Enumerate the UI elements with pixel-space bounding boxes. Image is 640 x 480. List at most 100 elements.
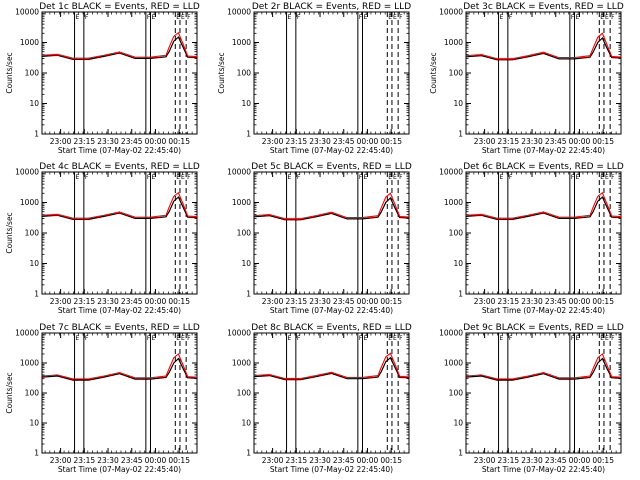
x-tick-label: 00:00 — [569, 297, 591, 306]
detector-panel-4: Det 4c BLACK = Events, RED = LLD 1 10 100 10… — [5, 162, 200, 315]
plot-frame — [253, 171, 410, 295]
x-tick-label: 23:00 — [474, 137, 496, 146]
y-tick-label: 1000 — [232, 38, 251, 47]
y-axis-label: Counts/sec — [5, 372, 14, 413]
x-tick-label: 00:00 — [145, 456, 167, 465]
detector-panel-2: Det 2r BLACK = Events, RED = LLD 1 10 100 10… — [217, 2, 411, 155]
y-tick-label: 100 — [25, 229, 40, 238]
x-tick-label: 23:45 — [333, 456, 355, 465]
x-tick-label: 23:00 — [262, 297, 284, 306]
events-series-line — [41, 357, 198, 381]
y-tick-label: 1000 — [232, 198, 251, 207]
plot-frame — [465, 332, 622, 454]
y-tick-label: 10000 — [439, 329, 463, 338]
plot-frame — [41, 171, 198, 295]
marker-flag: E — [181, 335, 185, 342]
marker-flag: E — [388, 14, 392, 21]
y-tick-label: 1 — [458, 449, 463, 458]
marker-flag: E — [364, 174, 368, 181]
y-axis-label: Counts/sec — [217, 52, 226, 93]
lld-series-line — [465, 353, 622, 380]
events-series-line — [465, 36, 622, 61]
marker-flag: E — [288, 14, 292, 21]
y-tick-label: 10 — [241, 419, 251, 428]
x-tick-label: 23:15 — [74, 297, 96, 306]
y-tick-label: 1000 — [444, 359, 463, 368]
marker-flag: E — [500, 174, 504, 181]
lld-series-line — [253, 352, 410, 380]
y-tick-label: 100 — [237, 229, 252, 238]
marker-flag: F — [85, 14, 89, 21]
marker-flag: E — [605, 174, 609, 181]
marker-flag: F — [85, 335, 89, 342]
events-series-line — [465, 357, 622, 381]
marker-flag: F — [399, 174, 403, 181]
y-tick-label: 10 — [453, 419, 463, 428]
marker-flag: E — [152, 174, 156, 181]
x-tick-label: 23:00 — [474, 456, 496, 465]
x-tick-label: 00:15 — [592, 297, 614, 306]
x-axis-label: Start Time (07-May-02 22:45:40) — [482, 306, 605, 315]
x-tick-label: 00:00 — [357, 137, 379, 146]
y-tick-label: 1000 — [20, 359, 39, 368]
y-tick-label: 100 — [237, 69, 252, 78]
y-tick-label: 1000 — [20, 38, 39, 47]
panel-title: Det 3c BLACK = Events, RED = LLD — [463, 2, 624, 12]
y-tick-label: 100 — [449, 229, 464, 238]
marker-flag: E — [500, 14, 504, 21]
marker-flag: E — [76, 335, 80, 342]
y-tick-label: 10000 — [439, 168, 463, 177]
x-tick-label: 23:45 — [545, 456, 567, 465]
marker-flag: E — [176, 174, 180, 181]
marker-flag: F — [147, 14, 151, 21]
panel-title: Det 7c BLACK = Events, RED = LLD — [39, 323, 200, 333]
y-axis-label: Counts/sec — [5, 52, 14, 93]
marker-flag: E — [288, 174, 292, 181]
x-tick-label: 23:30 — [521, 456, 543, 465]
x-tick-label: 23:45 — [121, 297, 143, 306]
x-tick-label: 00:15 — [592, 456, 614, 465]
x-tick-label: 23:15 — [498, 297, 520, 306]
marker-flag: E — [364, 335, 368, 342]
x-tick-label: 23:15 — [286, 297, 308, 306]
detector-panel-1: Det 1c BLACK = Events, RED = LLD 1 10 100 10… — [5, 2, 200, 155]
marker-flag: F — [611, 14, 615, 21]
marker-flag: E — [181, 174, 185, 181]
marker-flag: F — [611, 174, 615, 181]
x-tick-label: 23:30 — [97, 297, 119, 306]
x-tick-label: 00:00 — [145, 137, 167, 146]
marker-flag: E — [181, 14, 185, 21]
lld-series-line — [41, 191, 198, 219]
y-tick-label: 10000 — [439, 8, 463, 17]
marker-flag: E — [600, 14, 604, 21]
y-axis-label: Counts/sec — [429, 52, 438, 93]
x-tick-label: 00:15 — [168, 456, 190, 465]
panel-title: Det 1c BLACK = Events, RED = LLD — [39, 2, 200, 12]
panel-title: Det 9c BLACK = Events, RED = LLD — [463, 323, 624, 333]
marker-flag: F — [571, 174, 575, 181]
marker-flag: E — [500, 335, 504, 342]
x-axis-label: Start Time (07-May-02 22:45:40) — [482, 146, 605, 155]
x-tick-label: 23:15 — [74, 456, 96, 465]
y-tick-label: 10000 — [15, 8, 39, 17]
marker-flag: E — [388, 174, 392, 181]
x-axis-label: Start Time (07-May-02 22:45:40) — [270, 465, 393, 474]
y-tick-label: 10000 — [15, 329, 39, 338]
panel-title: Det 5c BLACK = Events, RED = LLD — [251, 162, 412, 172]
y-tick-label: 10 — [29, 419, 39, 428]
x-axis-label: Start Time (07-May-02 22:45:40) — [270, 306, 393, 315]
x-axis-label: Start Time (07-May-02 22:45:40) — [482, 465, 605, 474]
y-tick-label: 1 — [34, 130, 39, 139]
y-tick-label: 10000 — [15, 168, 39, 177]
x-tick-label: 00:00 — [145, 297, 167, 306]
y-tick-label: 1 — [246, 449, 251, 458]
marker-flag: F — [611, 335, 615, 342]
marker-flag: F — [571, 335, 575, 342]
detector-panel-8: Det 8c BLACK = Events, RED = LLD 1 10 100 10… — [227, 323, 412, 474]
marker-flag: E — [605, 335, 609, 342]
marker-flag: E — [576, 174, 580, 181]
marker-flag: F — [297, 335, 301, 342]
marker-flag: F — [297, 174, 301, 181]
x-axis-label: Start Time (07-May-02 22:45:40) — [58, 146, 181, 155]
